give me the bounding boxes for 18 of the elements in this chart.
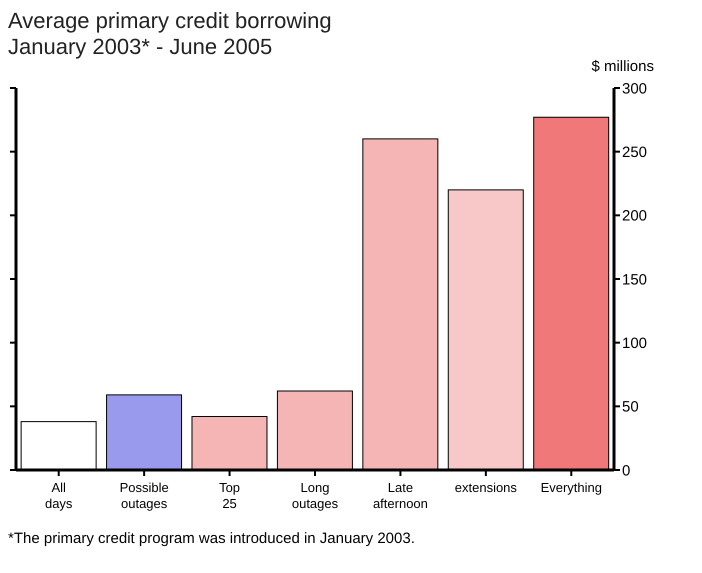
y-tick-label: 50 xyxy=(622,398,639,416)
x-tick-label: Top 25 xyxy=(219,480,240,511)
x-tick-label: All days xyxy=(44,480,73,511)
x-tick-label: Long outages xyxy=(292,480,339,511)
chart-subtitle: January 2003* - June 2005 xyxy=(8,34,272,59)
x-tick-label: extensions xyxy=(454,480,518,495)
y-tick-label: 100 xyxy=(622,334,648,352)
y-tick-label: 0 xyxy=(622,462,630,480)
text: *The primary credit program was introduced in January 2003. xyxy=(8,530,416,547)
y-tick-label: 150 xyxy=(622,271,648,288)
x-tick-label: Possible outages xyxy=(120,480,169,511)
x-tick-label: Late afternoon xyxy=(372,480,428,511)
y-tick-label: 200 xyxy=(622,208,648,225)
y-tick-label: 250 xyxy=(622,144,648,161)
y-tick-label: 300 xyxy=(622,80,648,98)
x-tick-label: Everything xyxy=(540,480,602,495)
chart-title: Average primary credit borrowing xyxy=(8,8,333,34)
y-axis-title: $ millions xyxy=(591,58,654,75)
